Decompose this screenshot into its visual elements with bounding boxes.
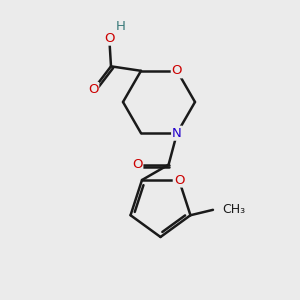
Text: O: O [88, 83, 98, 96]
Text: CH₃: CH₃ [223, 203, 246, 216]
Text: O: O [104, 32, 115, 45]
Text: O: O [132, 158, 142, 171]
Text: N: N [172, 127, 182, 140]
Text: O: O [172, 64, 182, 77]
Text: H: H [116, 20, 126, 33]
Text: O: O [174, 173, 184, 187]
